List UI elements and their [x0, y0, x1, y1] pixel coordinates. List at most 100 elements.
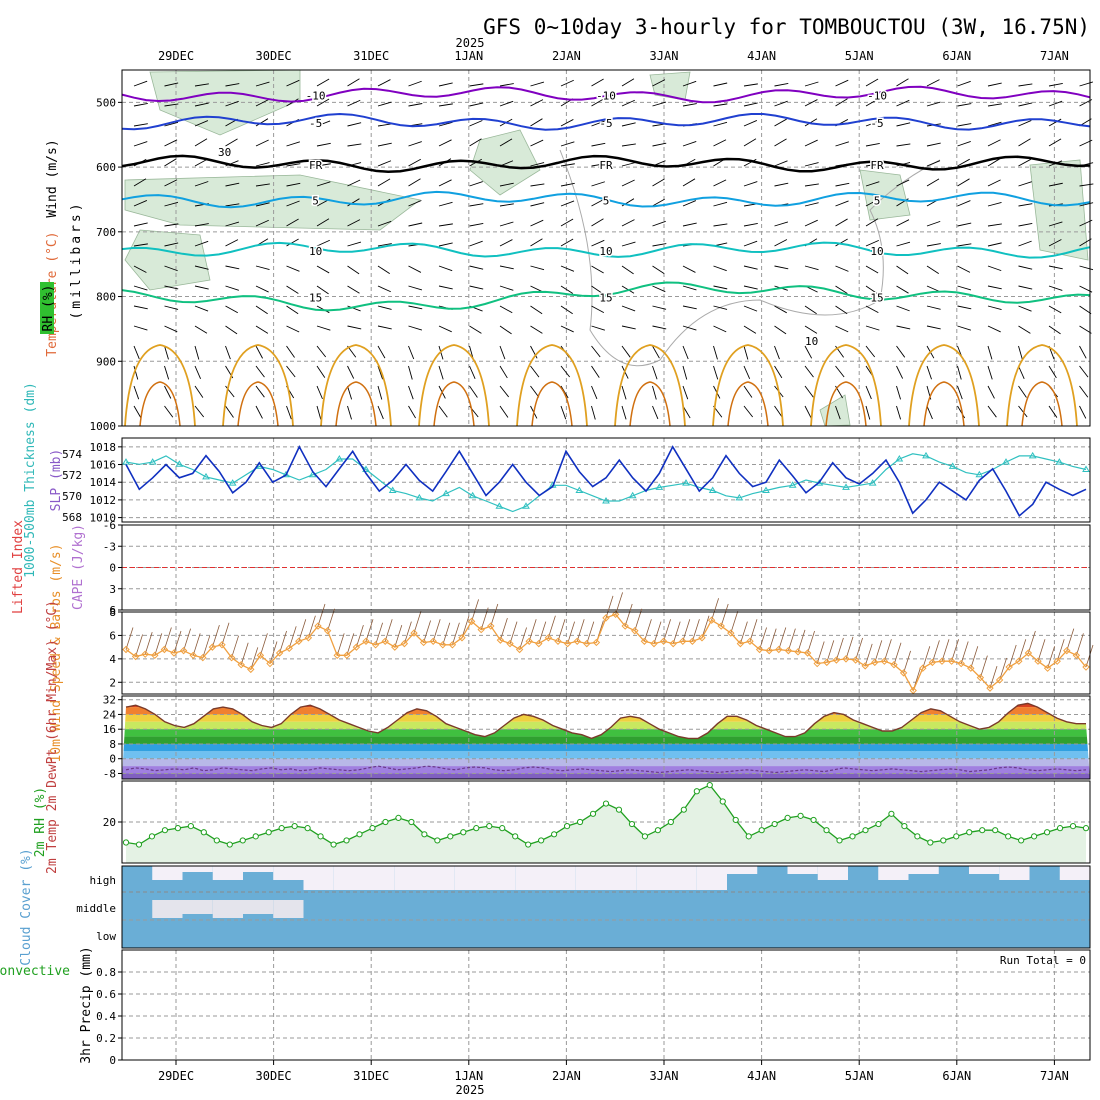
wind-barb: [194, 223, 209, 227]
rh2m-point: [745, 833, 752, 840]
wind-barb: [194, 265, 209, 270]
wind10m-speed-line: [125, 613, 1087, 692]
wind-barb: [957, 305, 972, 310]
wind-barb: [286, 141, 300, 147]
wind-barb: [499, 405, 509, 418]
wind-barb: [835, 325, 849, 333]
rh2m-point: [1018, 837, 1025, 844]
wind10m-barb: [672, 621, 681, 644]
wind-barb: [530, 183, 545, 187]
wind-barb: [987, 223, 1002, 227]
wind-barb: [774, 182, 789, 187]
rh2m-point: [654, 827, 661, 834]
wind10m-point: [131, 652, 140, 661]
slp-frame: [121, 437, 1091, 523]
wind-barb: [804, 81, 819, 87]
thickness-point: [522, 502, 530, 509]
wind-barb: [499, 221, 514, 227]
temp-band: [122, 729, 1090, 737]
wind10m-barb: [365, 619, 374, 642]
wind10m-barb: [644, 619, 652, 642]
wind10m-barb: [855, 637, 863, 661]
wind-barb: [164, 179, 178, 187]
wind-barb: [347, 265, 360, 275]
wind-barb: [286, 163, 301, 167]
ylabel-cloud: Cloud Cover (%): [19, 848, 34, 965]
rh2m-point: [1082, 825, 1090, 832]
wind-barb: [225, 239, 239, 247]
wind-barb: [469, 385, 478, 398]
wind-barb: [560, 285, 574, 294]
wind-barb: [377, 178, 391, 187]
wind-barb: [835, 285, 848, 294]
day-label-top: 6JAN: [942, 49, 971, 63]
wind-barb: [377, 123, 392, 127]
wind10m-barb: [1037, 639, 1046, 662]
wind10m-point: [717, 622, 725, 630]
wind-barb: [1079, 238, 1092, 247]
slp-lines: [122, 445, 1090, 518]
wind-barb: [255, 285, 269, 293]
wind-barb: [194, 120, 209, 127]
wind-barb: [194, 240, 209, 247]
wind-barb: [560, 405, 567, 420]
wind-barb: [530, 345, 538, 359]
rh2m-point: [810, 816, 817, 824]
wind10m-point: [189, 651, 197, 660]
wind-barb: [255, 202, 270, 207]
temp-band: [122, 714, 1090, 722]
wind10m-barb: [125, 627, 134, 650]
wind10m-barb: [941, 639, 950, 662]
wind10m-barb: [336, 633, 345, 656]
precip-panel: 0 0.2 0.4 0.6 0.8 Run Total = 0 3hr Precip (…: [0, 946, 1091, 1067]
wind-barb: [865, 405, 871, 420]
wind-barb: [621, 78, 635, 87]
rh2m-point: [278, 825, 285, 832]
thickness-point: [708, 486, 717, 493]
wind-barb: [560, 163, 575, 167]
isotherm-label: 15: [599, 292, 612, 305]
wind10m-barb: [548, 615, 556, 638]
wind10m-point: [160, 645, 169, 654]
wind-barb: [194, 345, 200, 360]
wind10m-point: [813, 659, 821, 668]
rh2m-point: [382, 818, 389, 826]
wind-barb: [957, 80, 971, 87]
isotherm-label: 5: [603, 194, 610, 207]
wind10m-point: [563, 639, 572, 648]
rh2m-point: [836, 837, 843, 844]
ylabel-temp2m: 2m Temp 2m DewPt (6hr Min/Max) (°C): [45, 600, 60, 874]
temp-band: [122, 721, 1090, 730]
wind-barb: [896, 219, 910, 227]
wind-barb: [133, 200, 148, 207]
wind-barb: [133, 123, 148, 127]
wind-barb: [1018, 119, 1032, 127]
wind-barb: [652, 79, 666, 87]
rh2m-point: [369, 825, 376, 832]
wind-barb: [835, 305, 848, 315]
temp2m-grid: [122, 696, 1090, 779]
day-label-top: 29DEC: [158, 49, 194, 63]
wind-barb: [164, 158, 177, 167]
wind10m-barb: [519, 627, 527, 650]
wind-barb: [682, 365, 688, 380]
wind-barb: [743, 325, 757, 334]
wind-barb: [255, 325, 269, 334]
wind-barb: [1048, 138, 1062, 147]
wind-barb: [347, 99, 361, 107]
rh2m-point: [966, 829, 973, 836]
wind10m-barb: [375, 622, 383, 645]
wind10m-point: [371, 641, 380, 649]
wind-barb: [347, 219, 361, 227]
wind-barb: [164, 325, 178, 333]
wind-barb: [133, 325, 148, 331]
wind-barb: [682, 178, 696, 187]
stability-grid: [122, 524, 1090, 611]
tick-label: 500: [96, 96, 116, 109]
wind-barb: [164, 345, 169, 360]
wind-barb: [438, 201, 453, 207]
wind-barb: [1018, 222, 1033, 227]
wind-barb: [499, 203, 514, 207]
wind-barb: [774, 221, 789, 227]
